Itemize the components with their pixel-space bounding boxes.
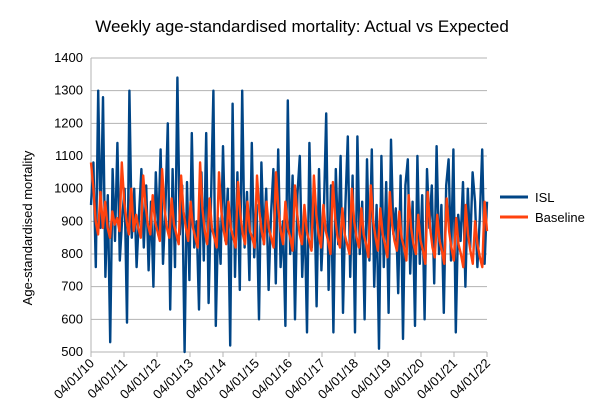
series-line-baseline	[89, 161, 489, 269]
legend-label-isl: ISL	[535, 190, 555, 205]
y-tick-label: 1000	[54, 181, 83, 196]
y-tick-label: 800	[61, 246, 83, 261]
series-line-isl	[89, 76, 489, 354]
y-tick-label: 1100	[55, 148, 83, 163]
legend-label-baseline: Baseline	[535, 210, 585, 225]
y-axis-ticks: 500 600 700 800 900 1000 1100 1200 1300 1400	[54, 50, 83, 359]
y-axis-label: Age-standardised mortality	[20, 150, 35, 305]
y-tick-label: 900	[61, 213, 83, 228]
series-lines	[89, 76, 489, 354]
chart-title: Weekly age-standardised mortality: Actua…	[95, 17, 509, 36]
y-tick-label: 1400	[54, 50, 83, 65]
y-tick-label: 600	[61, 311, 83, 326]
x-axis-ticks: 04/01/1004/01/1104/01/1204/01/1304/01/14…	[51, 352, 493, 402]
y-tick-label: 500	[61, 344, 83, 359]
legend: ISL Baseline	[500, 190, 585, 225]
y-tick-label: 700	[61, 279, 83, 294]
y-tick-label: 1200	[54, 115, 83, 130]
y-tick-label: 1300	[54, 83, 83, 98]
